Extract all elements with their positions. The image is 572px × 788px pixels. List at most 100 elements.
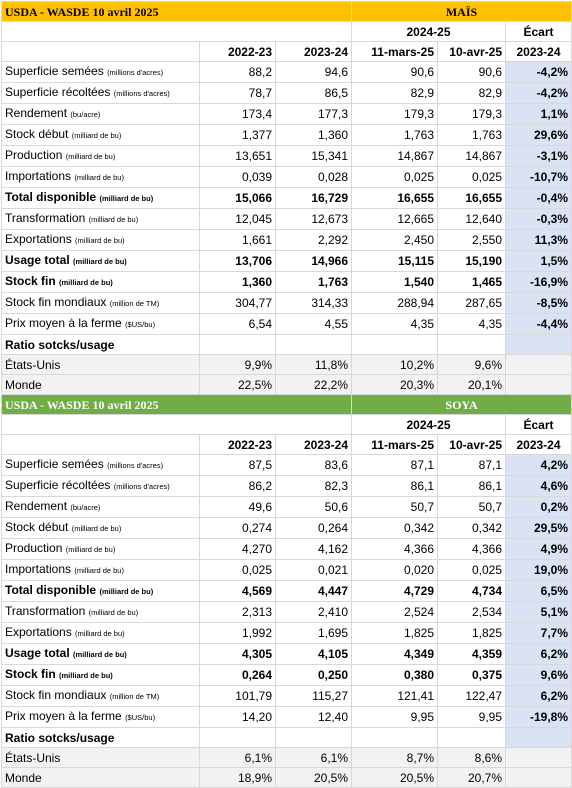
value-cell: 101,79 <box>199 685 276 707</box>
column-header: 10-avr-25 <box>437 41 507 62</box>
value-cell: 50,7 <box>437 496 507 518</box>
table-row: Importations (milliard de bu) 0,025 0,021 0… <box>1 559 572 581</box>
value-cell: 86,1 <box>437 475 507 497</box>
row-unit: (millions d'acres) <box>113 482 170 491</box>
row-label-text: Stock début <box>5 127 69 141</box>
row-unit: (milliard de bu) <box>73 257 127 266</box>
row-label-text: Superficie semées <box>5 457 104 471</box>
value-cell: 0,021 <box>274 559 353 581</box>
ecart-cell: -10,7% <box>505 166 572 188</box>
value-cell: 177,3 <box>274 103 353 125</box>
value-cell: 1,763 <box>351 124 439 146</box>
empty-ecart-cell <box>505 374 572 395</box>
value-cell: 1,377 <box>199 124 276 146</box>
corn-title-row: USDA - WASDE 10 avril 2025 MAÏS <box>0 1 572 22</box>
table-row: Rendement (bu/acre) 49,6 50,6 50,7 50,7 0,2% <box>1 496 572 518</box>
value-cell: 9,95 <box>351 706 439 728</box>
ratio-value: 20,3% <box>351 374 439 395</box>
ratio-value: 9,6% <box>437 354 507 375</box>
row-unit: (milliard de bu) <box>65 545 116 554</box>
row-label: Transformation (milliard de bu) <box>1 208 200 230</box>
value-cell: 87,1 <box>351 454 439 476</box>
empty-cell <box>274 727 353 748</box>
ratio-row: Monde 22,5% 22,2% 20,3% 20,1% <box>1 374 572 395</box>
value-cell: 287,65 <box>437 292 507 314</box>
table-row: Production (milliard de bu) 13,651 15,341 1… <box>1 145 572 167</box>
column-header: 2023-24 <box>505 41 572 62</box>
row-label-text: Stock fin mondiaux <box>5 295 107 309</box>
row-unit: (milliard de bu) <box>71 524 122 533</box>
value-cell: 1,763 <box>274 271 353 293</box>
row-unit: (bu/acre) <box>70 110 101 119</box>
table-row: Prix moyen à la ferme ($US/bu) 6,54 4,55 4,… <box>1 313 572 335</box>
value-cell: 0,025 <box>437 166 507 188</box>
value-cell: 4,729 <box>351 580 439 602</box>
table-row: Stock fin (milliard de bu) 0,264 0,250 0,38… <box>1 664 572 686</box>
ratio-label: États-Unis <box>1 354 200 375</box>
value-cell: 304,77 <box>199 292 276 314</box>
ratio-title: Ratio sotcks/usage <box>1 727 200 748</box>
row-unit: (milliard de bu) <box>88 215 139 224</box>
value-cell: 83,6 <box>274 454 353 476</box>
value-cell: 0,025 <box>199 559 276 581</box>
value-cell: 9,95 <box>437 706 507 728</box>
table-row: Total disponible (milliard de bu) 15,066 1… <box>1 187 572 209</box>
value-cell: 0,342 <box>437 517 507 539</box>
soy-section: USDA - WASDE 10 avril 2025 SOYA 2024-25 Éca… <box>0 394 572 788</box>
row-unit: (milliard de bu) <box>74 566 124 575</box>
ratio-row: États-Unis 6,1% 6,1% 8,7% 8,6% <box>1 747 572 768</box>
value-cell: 1,360 <box>274 124 353 146</box>
crop-title: SOYA <box>351 394 572 415</box>
ecart-cell: 29,5% <box>505 517 572 539</box>
value-cell: 0,375 <box>437 664 507 686</box>
row-unit: (milliard de bu) <box>99 587 154 596</box>
value-cell: 82,9 <box>351 82 439 104</box>
header-spacer <box>0 21 353 42</box>
row-label: Total disponible (milliard de bu) <box>1 187 200 209</box>
row-label: Stock début (milliard de bu) <box>1 124 200 146</box>
row-label-text: Stock fin <box>5 667 56 681</box>
row-label: Importations (milliard de bu) <box>1 559 200 581</box>
column-header: 11-mars-25 <box>351 41 439 62</box>
ratio-label: Monde <box>1 767 200 788</box>
value-cell: 13,651 <box>199 145 276 167</box>
empty-ecart-cell <box>505 767 572 788</box>
column-header: 2023-24 <box>274 41 353 62</box>
row-label-text: Exportations <box>5 625 72 639</box>
row-unit: (milliard de bu) <box>75 236 125 245</box>
value-cell: 4,105 <box>274 643 353 665</box>
row-unit: (millions d'acres) <box>107 68 164 77</box>
ecart-cell: -3,1% <box>505 145 572 167</box>
value-cell: 1,992 <box>199 622 276 644</box>
ratio-row: Monde 18,9% 20,5% 20,5% 20,7% <box>1 767 572 788</box>
row-label: Stock début (milliard de bu) <box>1 517 200 539</box>
row-label-text: Superficie semées <box>5 64 104 78</box>
row-label-text: Importations <box>5 169 72 183</box>
table-row: Stock début (milliard de bu) 1,377 1,360 1,… <box>1 124 572 146</box>
value-cell: 115,27 <box>274 685 353 707</box>
row-unit: ($US/bu) <box>125 713 156 722</box>
ecart-cell: 6,2% <box>505 685 572 707</box>
row-unit: (milliard de bu) <box>59 278 113 287</box>
marketing-year-header: 2024-25 <box>351 414 507 435</box>
marketing-year-header: 2024-25 <box>351 21 507 42</box>
row-label-text: Stock début <box>5 520 69 534</box>
column-header: 2022-23 <box>199 41 276 62</box>
value-cell: 50,6 <box>274 496 353 518</box>
ratio-value: 8,7% <box>351 747 439 768</box>
value-cell: 121,41 <box>351 685 439 707</box>
ratio-value: 20,7% <box>437 767 507 788</box>
table-row: Production (milliard de bu) 4,270 4,162 4,3… <box>1 538 572 560</box>
ecart-cell: 29,6% <box>505 124 572 146</box>
value-cell: 82,9 <box>437 82 507 104</box>
row-unit: (milliard de bu) <box>75 629 125 638</box>
empty-ecart-cell <box>505 354 572 375</box>
value-cell: 0,264 <box>274 517 353 539</box>
row-label: Stock fin mondiaux (million de TM) <box>1 292 200 314</box>
table-row: Stock fin mondiaux (million de TM) 101,79… <box>1 685 572 707</box>
value-cell: 288,94 <box>351 292 439 314</box>
value-cell: 15,190 <box>437 250 507 272</box>
table-row: Total disponible (milliard de bu) 4,569 4,… <box>1 580 572 602</box>
ratio-row: États-Unis 9,9% 11,8% 10,2% 9,6% <box>1 354 572 375</box>
